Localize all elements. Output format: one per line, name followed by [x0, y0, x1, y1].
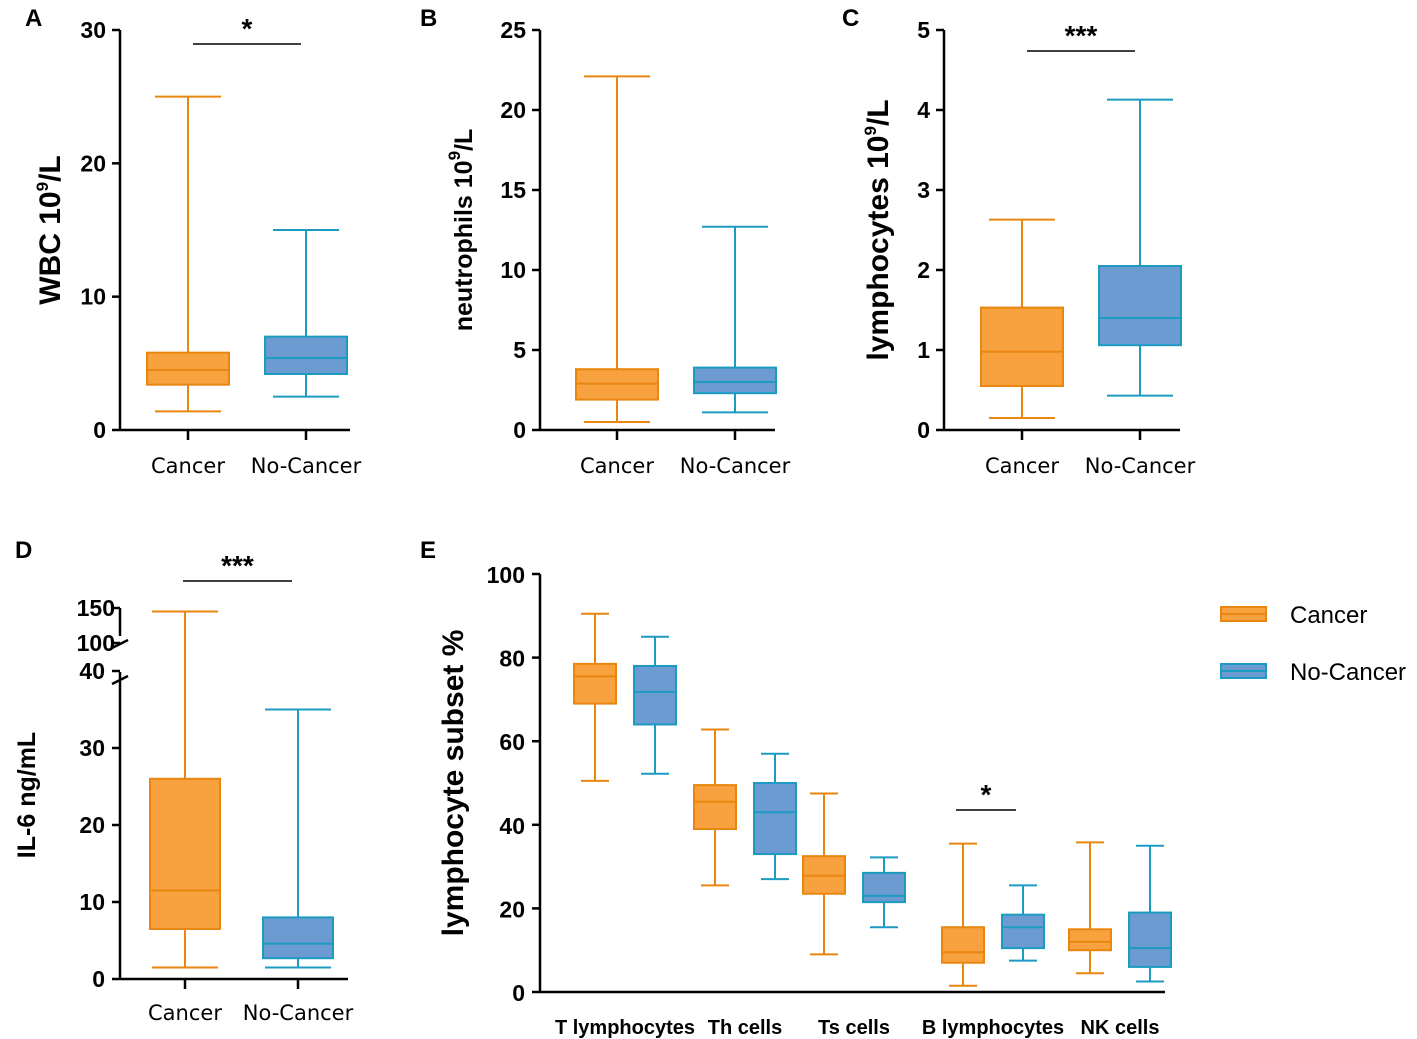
y-tick-label: 20 — [500, 97, 526, 123]
y-tick-label: 20 — [79, 812, 105, 838]
y-axis-label-suffix: /L — [862, 99, 895, 126]
significance-label: *** — [221, 550, 254, 581]
box-iqr — [980, 306, 1064, 388]
box-iqr — [862, 871, 906, 904]
y-axis-label-superscript: 9 — [445, 151, 464, 160]
y-axis-label-superscript: 9 — [33, 182, 52, 191]
box-iqr — [1128, 911, 1172, 968]
y-tick-label: 0 — [917, 417, 930, 443]
y-tick-label: 4 — [917, 97, 930, 123]
x-tick-label: No-Cancer — [1085, 454, 1196, 478]
x-tick-label: No-Cancer — [680, 454, 791, 478]
y-tick-label: 3 — [917, 177, 930, 203]
y-tick-label: 0 — [92, 966, 105, 992]
y-tick-label: 0 — [512, 980, 525, 1006]
box-iqr — [262, 916, 334, 960]
chart-panel-A: A 0 10 20 30 Cancer No-Cancer WBC 109/L * — [25, 5, 362, 478]
x-tick-label: Cancer — [151, 454, 225, 478]
legend-label: Cancer — [1290, 602, 1367, 629]
y-tick-label: 30 — [80, 17, 106, 43]
y-tick-label: 15 — [500, 177, 526, 203]
y-axis-label-text: neutrophils 10 — [450, 160, 478, 331]
y-tick-label: 30 — [79, 735, 105, 761]
y-axis-label-suffix: /L — [34, 155, 67, 182]
panel-label: A — [25, 5, 42, 32]
y-axis-label: IL-6 ng/mL — [13, 732, 41, 858]
box-iqr — [693, 784, 737, 830]
x-tick-label: B lymphocytes — [922, 1017, 1064, 1039]
y-tick-label: 20 — [80, 150, 106, 176]
significance-label: * — [242, 13, 253, 44]
y-tick-label: 10 — [79, 889, 105, 915]
x-tick-label: Cancer — [148, 1001, 222, 1025]
box-iqr — [693, 366, 777, 395]
panel-label: E — [420, 537, 436, 564]
box-iqr — [149, 777, 221, 930]
box-iqr — [1001, 913, 1045, 950]
legend-label: No-Cancer — [1290, 659, 1406, 686]
x-tick-label: No-Cancer — [251, 454, 362, 478]
box-iqr — [753, 782, 797, 856]
chart-panel-B: B 0 5 10 15 20 25 Cancer No-Cancer neutrophils 10… — [420, 5, 791, 478]
x-tick-label: Cancer — [580, 454, 654, 478]
panel-label: D — [15, 537, 32, 564]
y-tick-label: 25 — [500, 17, 526, 43]
y-tick-label: 40 — [499, 813, 525, 839]
y-axis-label: WBC 109/L — [33, 155, 67, 305]
x-tick-label: NK cells — [1081, 1017, 1160, 1039]
box-iqr — [1068, 928, 1112, 952]
x-tick-label: T lymphocytes — [555, 1017, 695, 1039]
y-tick-label: 100 — [77, 630, 115, 656]
y-tick-label: 100 — [487, 562, 525, 588]
y-axis-label-text: lymphocytes 10 — [862, 136, 895, 361]
x-tick-label: No-Cancer — [243, 1001, 354, 1025]
y-tick-label: 1 — [917, 337, 930, 363]
y-tick-label: 150 — [77, 595, 115, 621]
x-tick-label: Th cells — [708, 1017, 782, 1039]
box-iqr — [573, 662, 617, 705]
y-tick-label: 5 — [513, 337, 526, 363]
box-iqr — [1098, 265, 1182, 347]
y-axis-label-text: WBC 10 — [34, 191, 67, 304]
y-tick-label: 80 — [499, 646, 525, 672]
box-iqr — [941, 926, 985, 964]
y-axis-label-text: lymphocyte subset % — [437, 630, 470, 937]
y-tick-label: 10 — [500, 257, 526, 283]
axis-break-mark — [111, 674, 129, 686]
y-tick-label: 0 — [93, 417, 106, 443]
y-tick-label: 2 — [917, 257, 930, 283]
y-axis-label: lymphocytes 109/L — [861, 99, 895, 360]
box-iqr — [633, 664, 677, 726]
y-tick-label: 60 — [499, 729, 525, 755]
chart-panel-C: C 0 1 2 3 4 5 Cancer No-Cancer lymphocytes 109/L *… — [842, 5, 1196, 478]
x-tick-label: Cancer — [985, 454, 1059, 478]
box-iqr — [264, 335, 348, 375]
y-axis-label-text: IL-6 ng/mL — [13, 732, 41, 858]
y-axis-label: lymphocyte subset % — [437, 630, 470, 937]
y-axis-label-superscript: 9 — [861, 126, 880, 135]
chart-panel-E: E 0 20 40 60 80 100 T lymphocytes Th cells Ts cel… — [420, 537, 1406, 1039]
y-tick-label: 20 — [499, 896, 525, 922]
x-tick-label: Ts cells — [818, 1017, 890, 1039]
y-tick-label: 0 — [513, 417, 526, 443]
panel-label: C — [842, 5, 859, 32]
y-axis-label: neutrophils 109/L — [445, 129, 478, 332]
significance-label: * — [981, 779, 992, 810]
y-tick-label: 40 — [79, 658, 105, 684]
panel-label: B — [420, 5, 437, 32]
y-tick-label: 5 — [917, 17, 930, 43]
box-iqr — [146, 351, 230, 386]
y-axis-label-suffix: /L — [450, 129, 478, 151]
y-tick-label: 10 — [80, 284, 106, 310]
significance-label: *** — [1065, 20, 1098, 51]
